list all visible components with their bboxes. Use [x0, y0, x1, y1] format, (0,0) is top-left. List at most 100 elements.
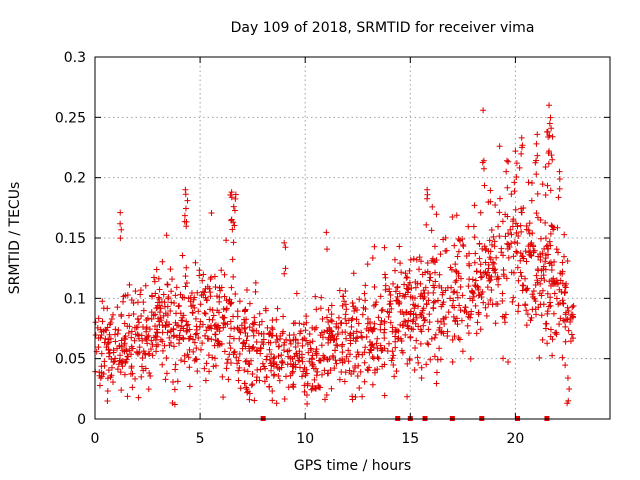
data-point — [554, 281, 561, 288]
data-point — [227, 333, 234, 340]
data-point — [215, 338, 222, 345]
data-point — [314, 368, 321, 375]
data-point — [117, 357, 124, 364]
data-point — [381, 392, 388, 399]
data-point — [410, 310, 417, 317]
data-point — [534, 266, 541, 273]
data-point — [359, 334, 366, 341]
data-point — [148, 316, 155, 323]
data-point — [296, 348, 303, 355]
data-point — [227, 191, 234, 198]
data-point — [418, 375, 425, 382]
data-point — [508, 240, 515, 247]
data-point — [508, 191, 515, 198]
data-point — [433, 380, 440, 387]
data-point — [549, 223, 556, 230]
data-point — [453, 268, 460, 275]
data-point — [201, 289, 208, 296]
data-point — [381, 244, 388, 251]
data-point — [489, 265, 496, 272]
data-point — [517, 222, 524, 229]
data-point — [155, 294, 162, 301]
data-point — [154, 299, 161, 306]
data-point — [319, 316, 326, 322]
data-point — [495, 281, 502, 288]
data-point — [163, 370, 170, 377]
data-point — [566, 385, 573, 392]
data-point — [269, 326, 276, 333]
data-point — [537, 256, 544, 263]
data-point — [533, 210, 540, 217]
data-point — [371, 283, 378, 290]
data-point — [564, 374, 571, 381]
data-point — [393, 297, 400, 304]
data-point — [191, 304, 198, 311]
data-point — [151, 278, 158, 285]
data-point — [236, 327, 243, 334]
data-point — [106, 321, 113, 328]
data-point — [217, 287, 224, 294]
data-point — [423, 300, 430, 307]
data-point — [283, 373, 290, 380]
data-point — [156, 296, 163, 303]
data-point — [96, 382, 103, 389]
data-point — [282, 244, 289, 251]
data-point — [500, 252, 507, 259]
data-point — [565, 397, 572, 404]
data-point — [434, 318, 441, 325]
data-point — [183, 264, 190, 271]
data-point — [208, 336, 215, 343]
data-point — [500, 266, 507, 273]
data-point — [406, 357, 413, 364]
data-point — [548, 125, 555, 132]
data-point — [343, 335, 350, 342]
data-point — [241, 367, 248, 374]
data-point — [236, 298, 243, 305]
data-point — [502, 233, 509, 240]
data-point — [513, 174, 520, 181]
data-point — [301, 388, 308, 395]
data-point — [152, 323, 159, 330]
data-point — [483, 312, 490, 319]
data-point — [306, 358, 313, 365]
data-point — [301, 382, 308, 389]
data-point — [202, 332, 209, 339]
data-point — [299, 336, 306, 343]
data-point — [489, 301, 496, 308]
data-point — [557, 277, 564, 284]
data-point — [425, 297, 432, 304]
data-point — [281, 396, 288, 403]
data-point — [308, 346, 315, 353]
data-point — [219, 373, 226, 380]
data-point — [365, 367, 372, 374]
data-point — [136, 344, 143, 351]
data-point — [361, 378, 368, 385]
data-point — [137, 287, 144, 294]
data-point — [510, 253, 517, 260]
data-point — [516, 164, 523, 171]
data-point — [543, 243, 550, 250]
data-point — [179, 317, 186, 324]
data-point — [225, 356, 232, 363]
data-point — [556, 321, 563, 328]
data-point — [124, 353, 131, 360]
data-point — [508, 231, 515, 238]
data-point — [399, 322, 406, 329]
data-point — [492, 320, 499, 327]
data-point — [484, 284, 491, 291]
data-point — [532, 159, 539, 166]
data-point — [388, 305, 395, 312]
data-point — [126, 281, 133, 288]
data-point — [157, 336, 164, 343]
data-point — [507, 226, 514, 233]
data-point — [500, 355, 507, 362]
data-point — [504, 245, 511, 252]
data-point — [472, 302, 479, 309]
y-axis-title: SRMTID / TECUs — [7, 182, 23, 295]
data-point — [218, 340, 225, 347]
data-point — [510, 294, 517, 301]
data-point — [546, 132, 553, 139]
data-point — [451, 304, 458, 311]
data-point — [248, 357, 255, 364]
data-point — [290, 384, 297, 391]
